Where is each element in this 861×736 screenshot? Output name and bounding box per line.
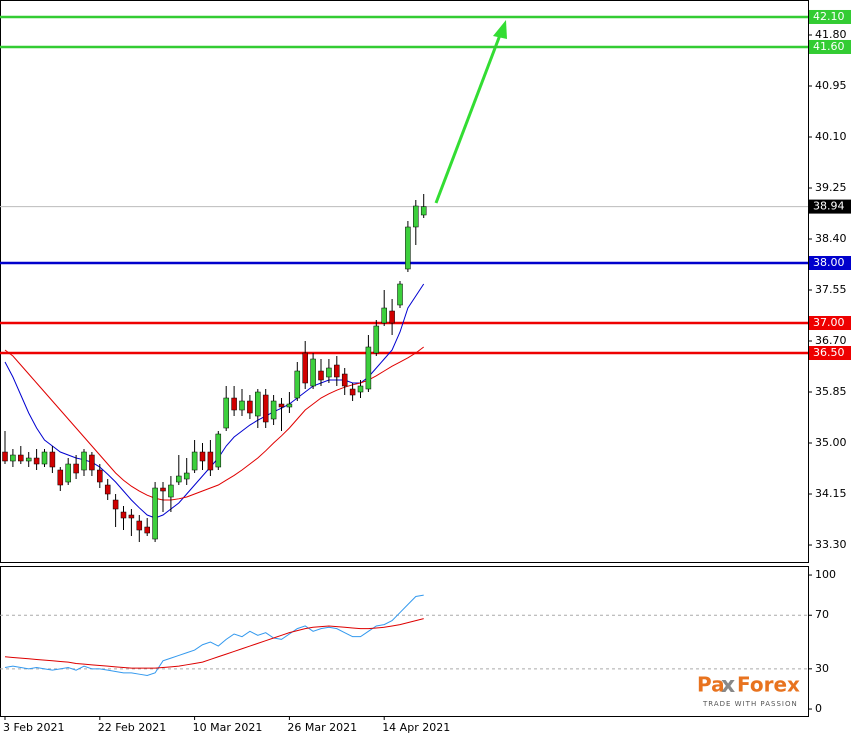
level-box [809,346,851,361]
level-box [809,199,851,214]
candle-body [152,487,158,540]
candle-body [57,469,64,486]
candle-body [405,226,411,270]
series-line [4,618,424,669]
candle-body [176,475,182,483]
x-tick-label: 3 Feb 2021 [3,721,64,734]
candle-body [389,310,395,324]
y-tick-label: 41.80 [815,28,847,41]
level-label: 36.50 [813,346,845,359]
candle-body [365,346,372,390]
y-tick-label: 100 [815,568,836,581]
candle-body [104,484,111,495]
candle-body [33,457,40,465]
x-tick-label: 14 Apr 2021 [382,721,450,734]
candle-body [183,472,190,480]
candle-body [318,370,324,381]
candle-body [191,451,198,471]
level-label: 38.94 [813,200,845,213]
y-tick-label: 35.00 [815,436,847,449]
candle-body [326,367,332,378]
candle-body [160,487,166,492]
candle-body [381,307,387,324]
candle-body [231,397,237,411]
logo-left: Pa [697,673,725,697]
x-tick-label: 22 Feb 2021 [98,721,166,734]
logo-tagline: TRADE WITH PASSION [702,700,798,708]
y-tick-label: 36.70 [815,334,847,347]
arrow [434,20,507,204]
candle-body [270,400,277,420]
level-box [809,316,851,331]
candle-body [41,451,48,465]
logo-right: Forex [737,673,800,697]
series-line [4,283,425,519]
y-tick-label: 30 [815,662,829,675]
y-tick-label: 40.95 [815,79,847,92]
level-box [809,39,851,54]
candle-body [310,358,316,387]
y-tick-label: 0 [815,702,822,715]
y-tick-label: 70 [815,608,829,621]
candle-body [136,520,143,531]
candle-body [334,364,340,378]
x-tick-label: 26 Mar 2021 [287,721,357,734]
candle-body [286,403,293,408]
candle-body [128,514,135,519]
y-tick-label: 40.10 [815,130,847,143]
candle-body [144,526,150,534]
y-tick-label: 39.25 [815,181,847,194]
candle-body [262,394,269,423]
candle-body [120,511,127,519]
candle-body [25,457,32,462]
level-label: 37.00 [813,316,845,329]
main-frame [0,0,809,563]
candle-body [18,454,24,462]
candle-body [73,463,79,474]
candle-body [10,454,16,462]
y-tick-label: 37.55 [815,283,847,296]
logo-x: x [721,673,735,698]
indicator-frame [0,566,809,717]
series-line [4,594,424,677]
candle-body [89,454,95,471]
candle-body [239,400,245,411]
level-box [809,9,851,24]
x-tick-label: 10 Mar 2021 [193,721,263,734]
candle-body [49,451,56,468]
candle-body [302,352,308,384]
candle-body [247,400,253,414]
candle-body [112,499,119,510]
y-tick-label: 33.30 [815,538,847,551]
candle-body [373,325,380,354]
candle-body [65,463,71,483]
y-tick-label: 34.15 [815,487,847,500]
candle-body [215,433,222,468]
logo: Pa x Forex TRADE WITH PASSION [697,673,800,709]
level-box [809,255,851,270]
level-label: 38.00 [813,256,845,269]
candle-body [255,391,261,417]
candle-body [168,484,174,498]
level-label: 41.60 [813,40,845,53]
series-line [4,346,425,501]
candle-body [397,283,403,306]
level-label: 42.10 [813,10,845,23]
candle-body [97,469,103,483]
candle-body [207,451,214,471]
candle-body [199,451,206,462]
y-tick-label: 38.40 [815,232,847,245]
candle-body [223,397,229,429]
candle-body [278,403,285,408]
candle-body [2,451,8,462]
candle-body [420,206,427,216]
candle-body [341,373,348,387]
candle-body [349,388,356,396]
candle-body [294,370,301,399]
y-tick-label: 35.85 [815,385,847,398]
candle-body [413,205,419,228]
candle-body [81,451,87,471]
candle-body [357,385,364,393]
